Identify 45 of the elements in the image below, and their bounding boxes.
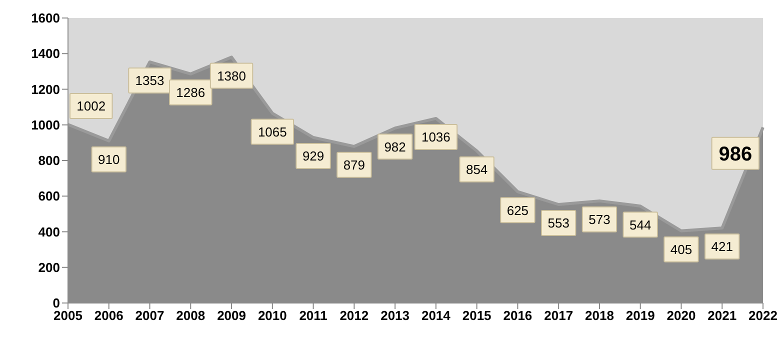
- data-label: 986: [718, 144, 752, 166]
- y-tick-label: 1000: [31, 117, 60, 132]
- data-label: 854: [466, 162, 488, 178]
- data-label: 421: [711, 239, 733, 254]
- x-tick-label: 2017: [544, 308, 574, 324]
- data-label: 625: [506, 202, 529, 218]
- data-label: 1353: [135, 73, 164, 88]
- x-tick-label: 2013: [380, 308, 410, 324]
- data-label: 879: [343, 158, 366, 173]
- x-tick-label: 2007: [135, 308, 164, 324]
- y-tick-label: 1400: [31, 46, 60, 62]
- x-tick-label: 2012: [340, 308, 369, 324]
- y-tick-label: 800: [38, 153, 60, 168]
- y-tick-label: 1600: [31, 10, 60, 26]
- data-label: 982: [384, 139, 406, 154]
- x-tick-label: 2006: [94, 308, 124, 324]
- x-tick-label: 2010: [258, 308, 287, 324]
- data-label: 573: [588, 212, 610, 228]
- data-label: 929: [302, 148, 324, 164]
- y-tick-label: 600: [38, 188, 60, 204]
- y-tick-label: 400: [38, 224, 60, 240]
- data-label: 544: [630, 217, 652, 232]
- x-tick-label: 2014: [421, 308, 452, 324]
- y-tick-label: 1200: [31, 82, 60, 97]
- x-tick-label: 2020: [666, 308, 696, 324]
- data-label: 1002: [76, 98, 106, 114]
- x-tick-label: 2022: [748, 308, 778, 324]
- y-tick-label: 200: [38, 260, 60, 275]
- x-tick-label: 2005: [54, 308, 82, 324]
- x-tick-label: 2009: [217, 308, 246, 324]
- x-tick-label: 2008: [176, 308, 206, 324]
- x-tick-label: 2019: [626, 308, 655, 324]
- data-label: 553: [548, 216, 570, 231]
- data-label: 405: [670, 242, 692, 258]
- data-label: 1380: [217, 68, 246, 84]
- data-label: 1286: [176, 85, 206, 100]
- data-label: 1065: [258, 124, 287, 140]
- x-tick-label: 2016: [503, 308, 532, 324]
- x-tick-label: 2018: [585, 308, 614, 324]
- x-tick-label: 2021: [708, 308, 737, 324]
- data-label: 910: [98, 152, 120, 168]
- y-tick-label: 0: [52, 296, 60, 311]
- x-tick-label: 2011: [299, 308, 328, 324]
- x-tick-label: 2015: [462, 308, 492, 324]
- data-label: 1036: [421, 130, 450, 145]
